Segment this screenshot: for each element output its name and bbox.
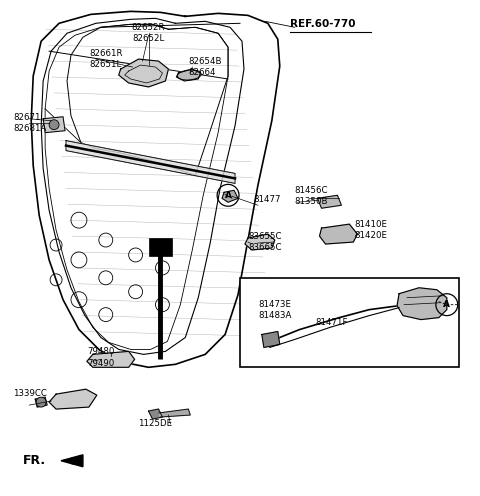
Text: A: A — [444, 300, 450, 309]
Polygon shape — [66, 141, 235, 184]
Bar — [148, 238, 172, 256]
Text: 81477: 81477 — [253, 195, 280, 204]
Polygon shape — [318, 195, 341, 208]
Text: 82652R
82652L: 82652R 82652L — [132, 23, 165, 44]
Circle shape — [36, 397, 46, 407]
Circle shape — [49, 120, 59, 129]
Polygon shape — [245, 234, 275, 250]
Text: FR.: FR. — [23, 454, 47, 467]
Text: 1125DE: 1125DE — [138, 419, 172, 428]
Text: 83655C
83665C: 83655C 83665C — [248, 232, 281, 252]
Text: 81471F: 81471F — [315, 317, 348, 326]
Text: A: A — [225, 191, 231, 200]
Text: REF.60-770: REF.60-770 — [290, 19, 355, 29]
Ellipse shape — [178, 70, 201, 80]
Polygon shape — [262, 331, 280, 347]
Polygon shape — [397, 288, 447, 319]
Text: 82654B
82664: 82654B 82664 — [188, 57, 222, 77]
Polygon shape — [35, 397, 47, 407]
Text: 1339CC: 1339CC — [13, 389, 47, 398]
Polygon shape — [176, 69, 200, 81]
Polygon shape — [158, 409, 190, 417]
Polygon shape — [49, 389, 97, 409]
Polygon shape — [43, 117, 65, 132]
Polygon shape — [87, 351, 134, 368]
Text: 81410E
81420E: 81410E 81420E — [354, 220, 387, 240]
Polygon shape — [119, 59, 168, 87]
Text: 81456C
81350B: 81456C 81350B — [295, 186, 328, 206]
Polygon shape — [61, 455, 83, 467]
FancyArrowPatch shape — [64, 458, 78, 464]
Text: 82661R
82651L: 82661R 82651L — [89, 49, 122, 69]
Bar — [240, 278, 459, 368]
Text: 81473E
81483A: 81473E 81483A — [258, 300, 291, 320]
Polygon shape — [222, 190, 238, 202]
Text: 82671
82681A: 82671 82681A — [13, 113, 47, 133]
Polygon shape — [148, 409, 162, 419]
Text: 79480
79490: 79480 79490 — [87, 347, 115, 368]
Polygon shape — [320, 224, 357, 244]
